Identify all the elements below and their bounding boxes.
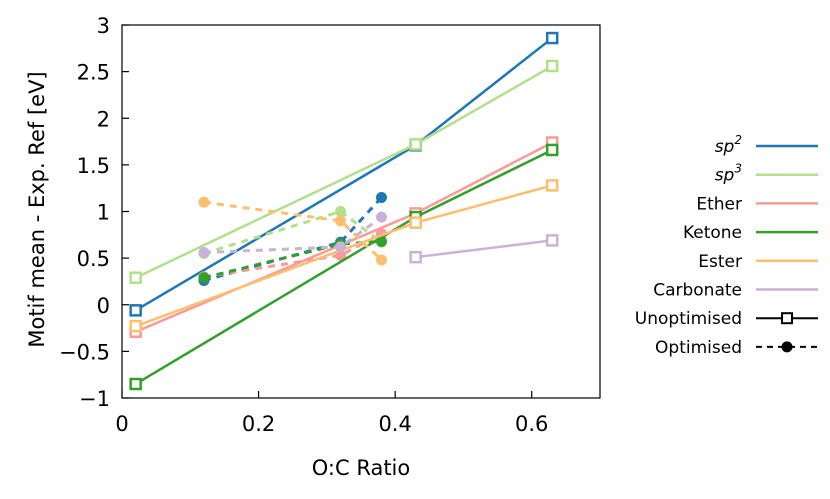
series-4 xyxy=(129,179,559,333)
legend-style-marker-0 xyxy=(781,312,793,325)
x-tick-label: 0.4 xyxy=(378,412,411,436)
y-tick-label: 0.5 xyxy=(77,247,110,271)
unoptimised-point xyxy=(545,143,559,157)
y-tick-label: 1 xyxy=(97,201,110,225)
legend-style-label-0: Unoptimised xyxy=(635,309,742,329)
legend-label-0: sp2 xyxy=(715,133,742,157)
optimised-line xyxy=(203,200,383,262)
y-tick-label: −0.5 xyxy=(59,340,110,364)
unoptimised-point xyxy=(409,216,422,229)
optimised-line xyxy=(203,196,383,282)
unoptimised-point xyxy=(409,138,422,151)
legend-label-1: sp3 xyxy=(715,162,742,186)
legend: sp2 sp3 Ether Ketone Ester Carbonate Unoptimis… xyxy=(635,133,818,358)
optimised-point xyxy=(335,241,347,253)
legend-style-label-1: Optimised xyxy=(655,338,742,358)
legend-label-5: Carbonate xyxy=(653,281,742,301)
x-tick-label: 0.6 xyxy=(515,412,548,436)
x-tick-label: 0 xyxy=(115,412,128,436)
unoptimised-point xyxy=(129,271,142,284)
legend-label-3: Ketone xyxy=(683,223,742,243)
y-axis-label: Motif mean - Exp. Ref [eV] xyxy=(25,71,49,347)
optimised-point xyxy=(335,206,347,217)
legend-label-4: Ester xyxy=(698,252,742,272)
unoptimised-point xyxy=(129,377,142,391)
series-5 xyxy=(198,211,559,264)
optimised-point xyxy=(375,211,387,223)
optimised-point xyxy=(375,192,387,204)
unoptimised-point xyxy=(545,234,559,247)
unoptimised-point xyxy=(545,31,559,45)
unoptimised-point xyxy=(545,179,559,192)
y-tick-label: 1.5 xyxy=(77,154,110,178)
legend-label-2: Ether xyxy=(696,194,742,214)
series-3 xyxy=(129,143,559,391)
legend-style-marker-1 xyxy=(781,341,793,353)
unoptimised-point xyxy=(129,304,142,317)
unoptimised-line xyxy=(415,239,553,259)
y-tick-label: 2 xyxy=(97,107,110,131)
unoptimised-point xyxy=(129,319,142,333)
optimised-point xyxy=(198,196,210,208)
y-tick-label: 3 xyxy=(97,14,110,38)
plot-series xyxy=(129,31,559,391)
x-tick-label: 0.2 xyxy=(242,412,275,436)
axis-ticks: 0 0.2 0.4 0.6 −1 −0.5 0 0.5 1 1.5 2 2.5 3 xyxy=(59,14,548,436)
unoptimised-point xyxy=(545,59,559,73)
y-tick-label: 0 xyxy=(97,294,110,318)
y-tick-label: −1 xyxy=(79,387,110,411)
optimised-point xyxy=(198,272,210,284)
optimised-point xyxy=(375,254,387,266)
optimised-point xyxy=(198,247,210,259)
unoptimised-point xyxy=(409,250,422,264)
optimised-point xyxy=(335,215,347,227)
unoptimised-line xyxy=(135,148,553,386)
x-axis-label: O:C Ratio xyxy=(312,456,411,480)
y-tick-label: 2.5 xyxy=(77,61,110,85)
